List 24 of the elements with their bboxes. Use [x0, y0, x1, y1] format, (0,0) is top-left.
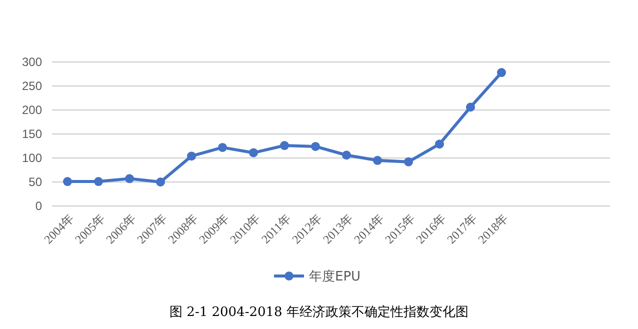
- point: [311, 142, 320, 151]
- point: [466, 102, 475, 112]
- point: [373, 156, 382, 165]
- point: [435, 140, 444, 149]
- point: [156, 178, 165, 186]
- legend-label: 年度EPU: [309, 268, 361, 285]
- point: [249, 148, 258, 158]
- point: [404, 157, 413, 166]
- point: [218, 142, 227, 152]
- point: [94, 177, 103, 186]
- point: [497, 68, 506, 78]
- y-tick-label: 200: [22, 103, 42, 118]
- y-tick-label: 300: [22, 55, 42, 70]
- y-tick-label: 250: [22, 79, 42, 94]
- point: [187, 152, 196, 161]
- y-tick-label: 100: [22, 151, 42, 166]
- point: [63, 177, 72, 186]
- point: [280, 141, 289, 150]
- y-tick-label: 0: [35, 199, 42, 214]
- point: [342, 150, 351, 160]
- y-tick-label: 50: [28, 175, 42, 190]
- y-tick-label: 150: [22, 127, 42, 142]
- point: [125, 174, 134, 184]
- caption: 图 2-1 2004-2018 年经济政策不确定性指数变化图: [170, 305, 468, 320]
